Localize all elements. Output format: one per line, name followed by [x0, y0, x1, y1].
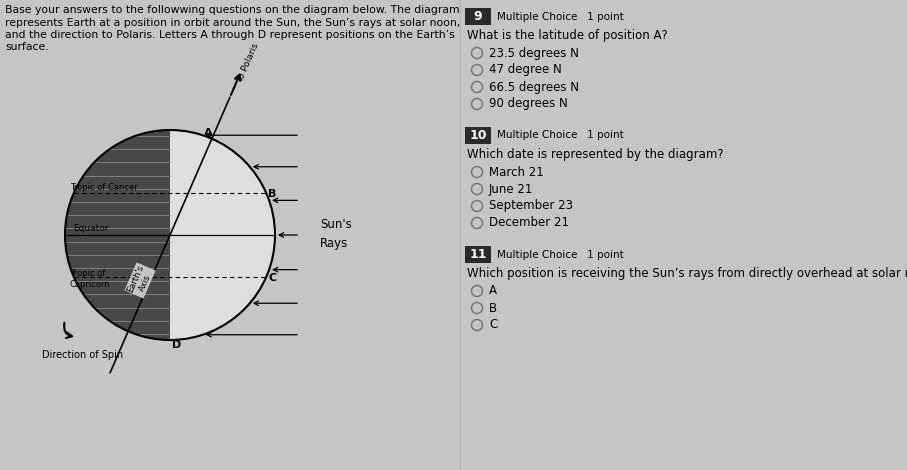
Text: Sun's: Sun's [320, 219, 352, 232]
Text: December 21: December 21 [489, 217, 569, 229]
Text: 66.5 degrees N: 66.5 degrees N [489, 80, 579, 94]
Text: Tropic of
Capricorn: Tropic of Capricorn [70, 269, 111, 289]
FancyArrowPatch shape [64, 323, 72, 338]
Polygon shape [65, 130, 170, 340]
Text: A: A [489, 284, 497, 298]
Text: 23.5 degrees N: 23.5 degrees N [489, 47, 579, 60]
Text: To Polaris: To Polaris [236, 42, 260, 84]
Text: 11: 11 [469, 248, 487, 261]
Text: Multiple Choice   1 point: Multiple Choice 1 point [497, 131, 624, 141]
FancyBboxPatch shape [465, 127, 491, 144]
Text: 90 degrees N: 90 degrees N [489, 97, 568, 110]
Text: Rays: Rays [320, 236, 348, 250]
Text: A: A [204, 128, 212, 138]
Text: C: C [489, 319, 497, 331]
Text: B: B [268, 189, 277, 199]
Text: March 21: March 21 [489, 165, 544, 179]
Text: September 23: September 23 [489, 199, 573, 212]
Text: Which position is receiving the Sun’s rays from directly overhead at solar noon?: Which position is receiving the Sun’s ra… [467, 267, 907, 280]
Text: Direction of Spin: Direction of Spin [42, 350, 123, 360]
Text: Which date is represented by the diagram?: Which date is represented by the diagram… [467, 148, 724, 161]
Text: Earth's
Axis: Earth's Axis [125, 263, 155, 298]
Text: 9: 9 [473, 10, 483, 23]
Text: June 21: June 21 [489, 182, 533, 196]
Text: 47 degree N: 47 degree N [489, 63, 561, 77]
Text: What is the latitude of position A?: What is the latitude of position A? [467, 29, 668, 42]
Text: surface.: surface. [5, 42, 49, 53]
Text: Tropic of Cancer: Tropic of Cancer [70, 183, 138, 192]
Text: D: D [172, 340, 181, 350]
Text: Equator: Equator [73, 224, 109, 233]
Polygon shape [170, 130, 275, 340]
Text: Multiple Choice   1 point: Multiple Choice 1 point [497, 250, 624, 259]
FancyBboxPatch shape [465, 8, 491, 25]
Text: Multiple Choice   1 point: Multiple Choice 1 point [497, 11, 624, 22]
Text: represents Earth at a position in orbit around the Sun, the Sun’s rays at solar : represents Earth at a position in orbit … [5, 17, 461, 28]
Text: B: B [489, 301, 497, 314]
Text: Base your answers to the followwing questions on the diagram below. The diagram: Base your answers to the followwing ques… [5, 5, 460, 15]
Text: and the direction to Polaris. Letters A through D represent positions on the Ear: and the direction to Polaris. Letters A … [5, 30, 454, 40]
FancyBboxPatch shape [465, 246, 491, 263]
Text: 10: 10 [469, 129, 487, 142]
Text: C: C [268, 273, 277, 283]
